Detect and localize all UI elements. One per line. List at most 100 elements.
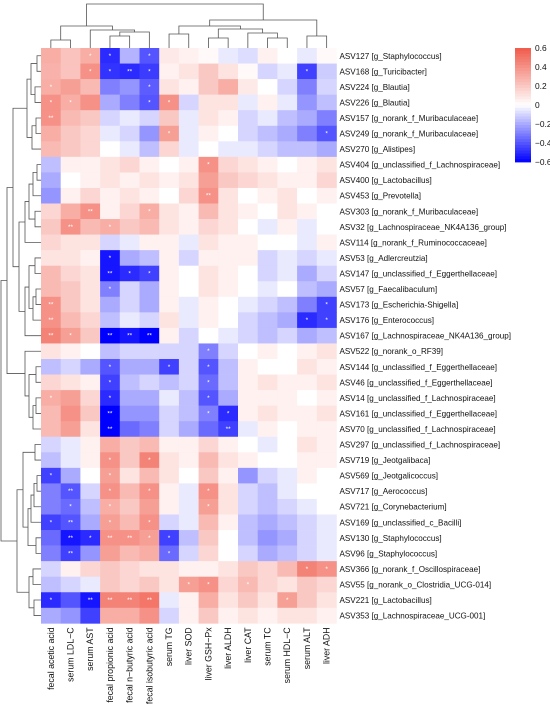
heatmap-cell [316,405,337,422]
heatmap-cell [159,125,180,142]
heatmap-cell [41,250,61,266]
heatmap-cell [80,436,101,453]
heatmap-cell [60,156,81,173]
row-dendrogram-branch [18,221,25,312]
significance-star: * [109,379,112,386]
heatmap-cell [139,219,160,235]
heatmap-cell [159,156,180,173]
heatmap-cell [139,514,160,531]
heatmap-cell [316,343,337,360]
row-dendrogram-branch [27,508,36,546]
heatmap-cell [316,203,337,220]
heatmap-cell [100,265,121,282]
heatmap-cell [100,203,121,220]
heatmap-cell [257,514,278,531]
heatmap-cell [277,343,298,360]
heatmap-cell [238,592,258,609]
significance-star: * [207,581,210,588]
heatmap-cell [100,234,121,251]
heatmap-cell [41,483,61,500]
column-labels: fecal acetic acid serum LDL−C serum AST fec… [46,627,332,704]
row-label: ASV57 [g_Faecalibaculum] [340,285,438,294]
heatmap-cell [139,79,160,95]
heatmap-cell [60,452,81,469]
heatmap-cell [218,421,239,438]
significance-stars: * * ** * ** * ** ** * * **** ****** *** **** * **** *** *… [48,53,328,604]
significance-star: ** [226,426,232,433]
heatmap-cell [139,48,160,64]
heatmap-cell [159,405,180,422]
heatmap-cell [316,219,337,235]
heatmap-cell [277,498,298,515]
row-dendrogram-branch [36,164,41,181]
legend-swatch [515,150,531,154]
heatmap-cell [139,592,160,609]
heatmap-cell [60,359,81,375]
heatmap-cell [238,281,258,298]
column-dendrogram-branch [208,37,229,48]
significance-star: * [109,473,112,480]
legend-swatch [515,107,531,112]
heatmap-cell [60,250,81,266]
row-label: ASV453 [g_Prevotella] [340,192,421,201]
heatmap-cell [80,390,101,406]
row-label: ASV221 [g_Lactobacillus] [340,596,432,605]
heatmap-cell [119,250,140,266]
heatmap-cell [41,312,61,329]
significance-star: ** [107,535,113,542]
heatmap-cell [198,436,219,453]
significance-star: ** [107,333,113,340]
heatmap-cell [159,561,180,577]
heatmap-cell [119,125,140,142]
heatmap-cell [60,498,81,515]
heatmap-cell [159,514,180,531]
heatmap-cell [119,343,140,360]
heatmap-cell [198,374,219,391]
heatmap-cell [297,592,318,609]
heatmap-cell [159,436,180,453]
heatmap-cell [316,110,337,127]
legend-swatch [515,110,531,114]
heatmap-cell [277,265,298,282]
heatmap-cell [80,250,101,266]
heatmap-cell [238,436,258,453]
significance-star: * [89,53,92,60]
legend-swatch [515,96,531,100]
heatmap-cell [41,94,61,111]
heatmap-cell [60,203,81,220]
heatmap-cell [41,561,61,577]
heatmap-cell [60,545,81,562]
color-legend: 0.6 0.4 0.2 0 −0.2 −0.4 −0.6 [515,43,550,167]
heatmap-cell [119,592,140,609]
heatmap-cell [198,483,219,500]
legend-swatch [515,48,531,52]
heatmap-cell [297,250,318,266]
heatmap-cell [60,234,81,251]
heatmap-cell [218,545,239,562]
row-dendrogram-branch [0,280,17,542]
heatmap-cell [178,110,199,127]
heatmap-cell [297,327,318,344]
heatmap-cell [316,607,337,624]
significance-star: * [109,504,112,511]
heatmap-cell [218,483,239,500]
legend-swatch [515,159,531,163]
row-dendrogram-branch [35,397,41,414]
heatmap-cell [238,296,258,313]
heatmap-cell [316,421,337,438]
heatmap-cell [178,436,199,453]
heatmap-cell [277,63,298,80]
heatmap-cell [277,203,298,220]
significance-star: ** [127,535,133,542]
heatmap-cell [41,156,61,173]
heatmap-cell [119,359,140,375]
heatmap-cell [277,592,298,609]
heatmap-cell [60,219,81,235]
significance-star: ** [68,519,74,526]
heatmap-cell [277,110,298,127]
row-label: ASV147 [g_unclassified_f_Eggerthellaceae… [340,269,498,278]
heatmap-cell [119,390,140,406]
row-dendrogram-branch [24,350,41,397]
heatmap-cell [257,390,278,406]
heatmap-cell [139,374,160,391]
